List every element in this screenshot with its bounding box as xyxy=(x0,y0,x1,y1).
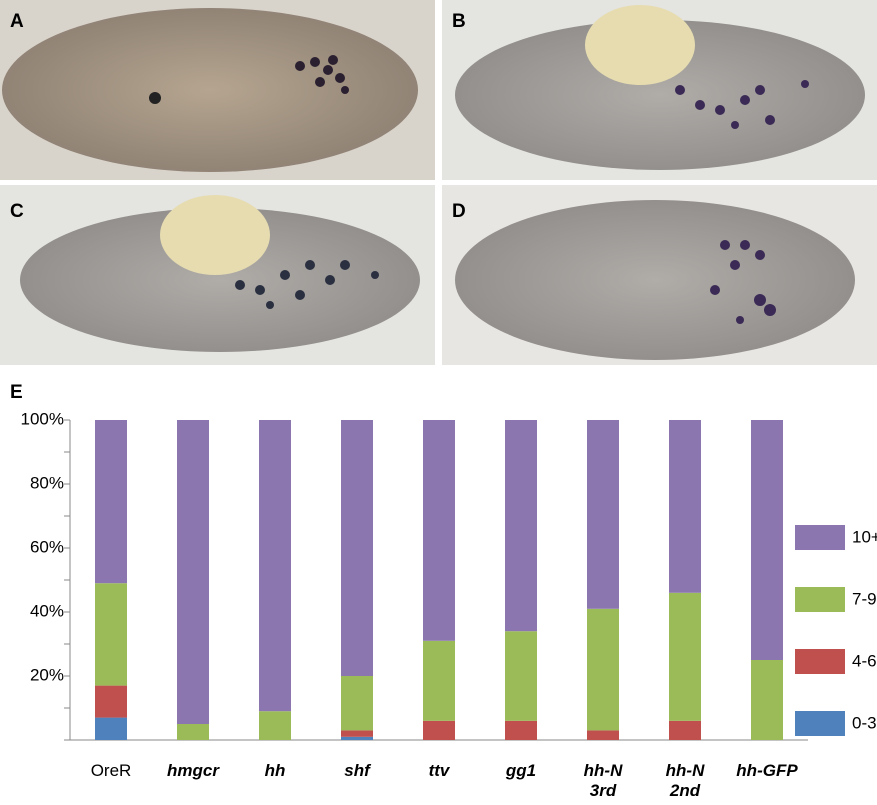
bar-segment xyxy=(95,685,127,718)
bar-segment xyxy=(177,724,209,740)
photo-a xyxy=(0,0,435,180)
panel-label: D xyxy=(452,201,466,222)
bar-segment xyxy=(505,631,537,721)
bar-segment xyxy=(177,420,209,724)
y-tick-label: 20% xyxy=(30,665,64,684)
bar-segment xyxy=(95,420,127,584)
y-tick-label: 80% xyxy=(30,473,64,492)
x-tick-label: shf xyxy=(344,761,372,780)
y-tick-label: 100% xyxy=(21,409,64,428)
bar-segment xyxy=(341,730,373,737)
photo-b xyxy=(442,0,877,180)
x-tick-label: hh-GFP xyxy=(736,761,798,780)
bar-segment xyxy=(341,676,373,731)
bar-segment xyxy=(341,736,373,740)
x-tick-label: ttv xyxy=(429,761,451,780)
bar-segment xyxy=(751,420,783,660)
bar-segment xyxy=(423,720,455,740)
bar-segment xyxy=(341,420,373,676)
x-tick-label: OreR xyxy=(91,761,132,780)
panel-label: B xyxy=(452,11,466,32)
bar-segment xyxy=(259,420,291,712)
bar-segment xyxy=(669,720,701,740)
bar-segment xyxy=(587,608,619,731)
x-tick-label: gg1 xyxy=(505,761,536,780)
x-tick-label: hh-N 2nd xyxy=(666,761,705,800)
panel-label: A xyxy=(10,11,24,32)
bar-segment xyxy=(587,420,619,609)
legend-label: 4-6 xyxy=(852,651,877,670)
x-tick-label: hh xyxy=(265,761,286,780)
bar-segment xyxy=(505,720,537,740)
bar-segment xyxy=(505,420,537,632)
legend-swatch xyxy=(795,587,845,612)
legend-swatch xyxy=(795,711,845,736)
bar-segment xyxy=(669,592,701,721)
bar-segment xyxy=(751,660,783,740)
bar-segment xyxy=(259,711,291,740)
x-tick-label: hh-N 3rd xyxy=(584,761,623,800)
panel-label: C xyxy=(10,201,24,222)
legend-label: 7-9 xyxy=(852,589,877,608)
legend-label: 10+ xyxy=(852,527,877,546)
bar-segment xyxy=(669,420,701,593)
y-tick-label: 60% xyxy=(30,537,64,556)
photo-c xyxy=(0,185,435,365)
photo-d xyxy=(442,185,877,365)
bar-segment xyxy=(423,640,455,721)
bar-segment xyxy=(95,583,127,686)
legend-label: 0-3 xyxy=(852,713,877,732)
bar-segment xyxy=(587,730,619,740)
panel-label: E xyxy=(10,382,23,403)
legend-swatch xyxy=(795,525,845,550)
x-tick-label: hmgcr xyxy=(167,761,220,780)
y-tick-label: 40% xyxy=(30,601,64,620)
bar-segment xyxy=(423,420,455,641)
legend-swatch xyxy=(795,649,845,674)
bar-segment xyxy=(95,717,127,740)
